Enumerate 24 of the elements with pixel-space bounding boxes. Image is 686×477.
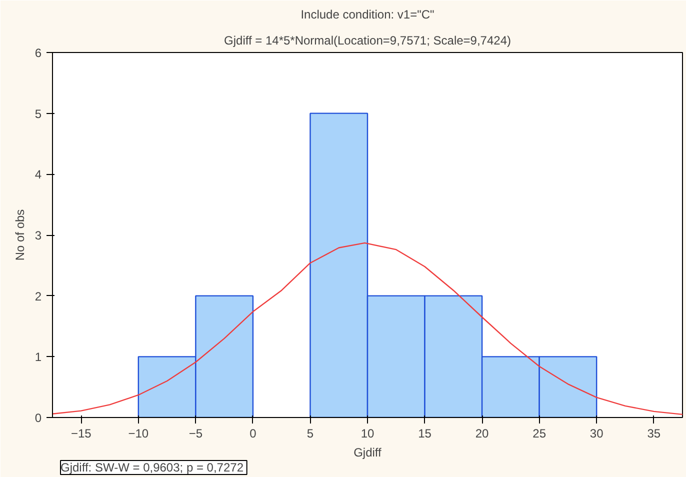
x-tick-label: 15 bbox=[418, 426, 432, 440]
x-tick-label: 5 bbox=[306, 426, 314, 440]
x-tick-label: 10 bbox=[360, 426, 374, 440]
x-tick-label: −10 bbox=[128, 426, 149, 440]
y-tick-label: 5 bbox=[34, 106, 42, 121]
y-tick-label: 0 bbox=[34, 411, 42, 425]
y-tick-label: 1 bbox=[34, 350, 42, 364]
chart-subtitle: Gjdiff = 14*5*Normal(Location=9,7571; Scale=9,7424) bbox=[224, 34, 511, 48]
x-tick-label: −15 bbox=[70, 426, 92, 440]
x-tick-label: 20 bbox=[475, 426, 490, 440]
x-axis-title: Gjdiff bbox=[354, 446, 382, 460]
y-axis-title: No of obs bbox=[12, 209, 27, 261]
x-tick-label: 35 bbox=[647, 426, 661, 440]
y-tick-label: 4 bbox=[34, 168, 42, 182]
y-tick-label: 3 bbox=[34, 228, 42, 242]
x-tick-label: 30 bbox=[590, 426, 604, 440]
line-series bbox=[52, 242, 682, 416]
text: Gjdiff: SW-W = 0,9603; p = 0,7272 bbox=[60, 460, 244, 474]
y-tick-label: 2 bbox=[34, 289, 42, 304]
x-tick-label: −5 bbox=[188, 426, 203, 440]
y-tick-label: 6 bbox=[34, 46, 42, 60]
x-tick-label: 0 bbox=[250, 426, 257, 440]
x-tick-label: 25 bbox=[532, 426, 546, 440]
chart-title: Include condition: v1="C" bbox=[300, 8, 434, 22]
